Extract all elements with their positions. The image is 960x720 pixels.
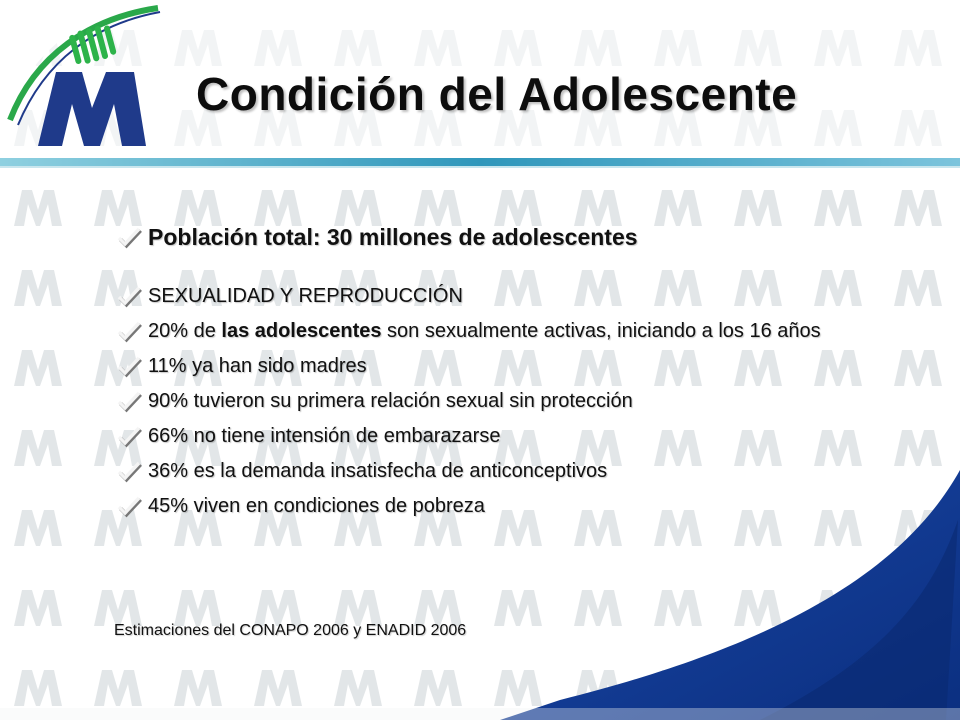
bullet-text-post: son sexualmente activas, iniciando a los…: [381, 320, 821, 342]
checkmark-icon: [117, 391, 142, 413]
checkmark-icon: [117, 286, 142, 308]
bullet-text: SEXUALIDAD Y REPRODUCCIÓN: [148, 285, 463, 307]
checkmark-icon: [117, 356, 142, 378]
bullet-text-bold: las adolescentes: [221, 320, 382, 342]
checkmark-icon: [117, 496, 142, 518]
checkmark-icon: [117, 461, 142, 483]
list-item: 90% tuvieron su primera relación sexual …: [116, 389, 876, 413]
list-item: 36% es la demanda insatisfecha de antico…: [116, 459, 876, 483]
bullet-list: Población total: 30 millones de adolesce…: [116, 222, 876, 529]
corner-arc: [0, 0, 160, 130]
list-item: SEXUALIDAD Y REPRODUCCIÓN: [116, 284, 876, 308]
bullet-text-pre: 20% de: [148, 320, 222, 342]
list-item: 45% viven en condiciones de pobreza: [116, 494, 876, 518]
header-divider: [0, 158, 960, 166]
list-item: 20% de las adolescentes son sexualmente …: [116, 319, 878, 343]
headline-bullet: Población total: 30 millones de adolesce…: [116, 222, 876, 252]
bullet-text: 36% es la demanda insatisfecha de antico…: [148, 460, 608, 482]
institutional-m-logo: [38, 25, 146, 146]
source-note: Estimaciones del CONAPO 2006 y ENADID 20…: [114, 622, 467, 639]
checkmark-icon: [117, 426, 142, 448]
bullet-text: 11% ya han sido madres: [148, 355, 367, 377]
bullet-text: 45% viven en condiciones de pobreza: [148, 495, 485, 517]
checkmark-icon: [117, 321, 142, 343]
list-item: 11% ya han sido madres: [116, 354, 876, 378]
corner-green-arc: [7, 5, 159, 122]
list-item: 66% no tiene intensión de embarazarse: [116, 424, 876, 448]
headline-text: Población total: 30 millones de adolesce…: [148, 224, 638, 250]
bullet-text: 90% tuvieron su primera relación sexual …: [148, 390, 633, 412]
page-title: Condición del Adolescente: [196, 68, 798, 120]
bullet-text: 66% no tiene intensión de embarazarse: [148, 425, 501, 447]
corner-swoosh: [500, 470, 960, 720]
checkmark-icon: [117, 227, 142, 249]
